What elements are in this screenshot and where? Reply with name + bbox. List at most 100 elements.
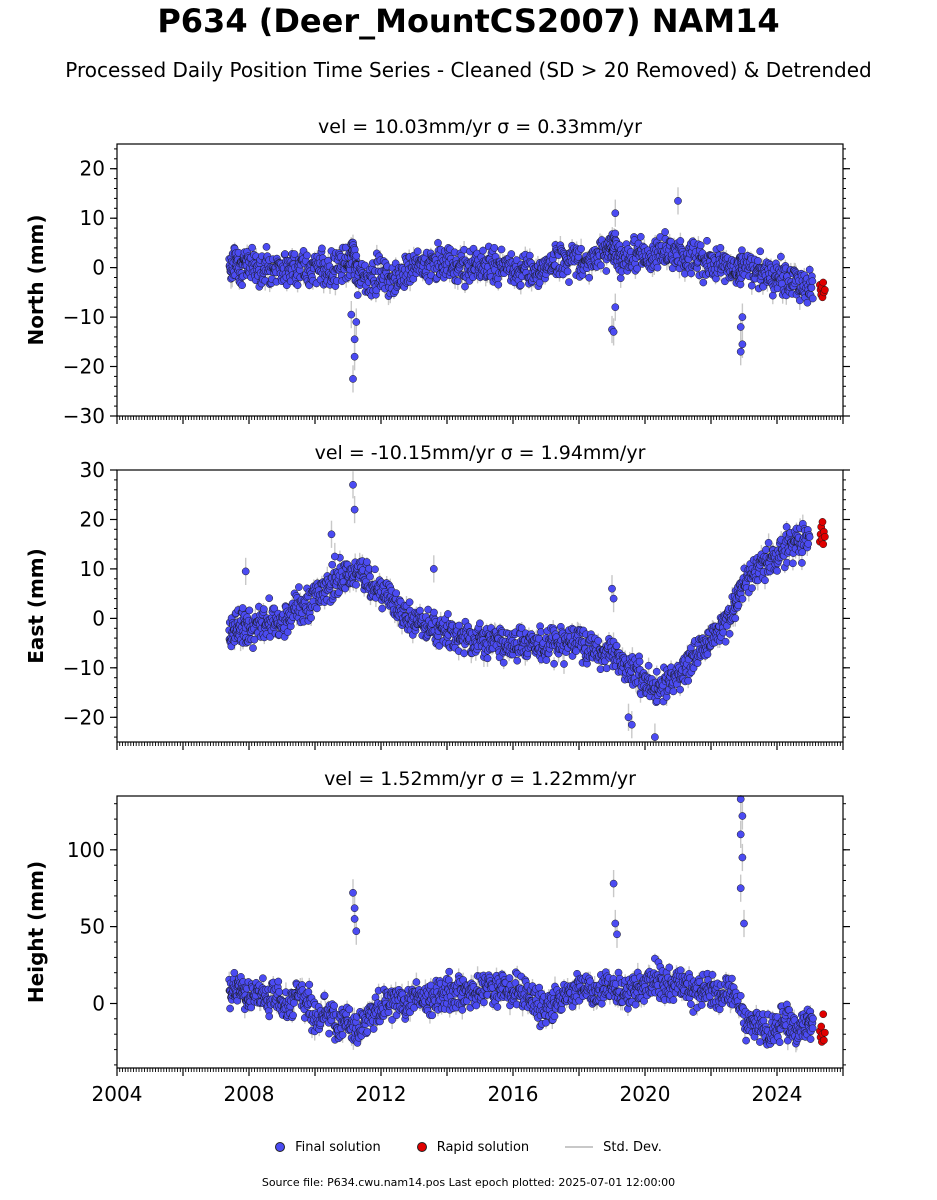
final-point xyxy=(807,283,816,292)
outlier-point xyxy=(350,505,359,514)
final-point xyxy=(281,250,289,258)
final-point xyxy=(652,667,661,676)
outlier-point xyxy=(349,480,357,489)
final-point xyxy=(378,604,387,613)
final-point xyxy=(798,559,806,567)
final-point xyxy=(808,294,817,303)
y-tick-label: −30 xyxy=(63,404,105,428)
outlier-point xyxy=(347,310,356,319)
time-series-plots: vel = 10.03mm/yr σ = 0.33mm/yr North (mm)… xyxy=(24,116,850,1106)
final-point xyxy=(736,280,745,289)
rapid-point xyxy=(818,518,827,526)
final-point xyxy=(725,629,734,638)
final-point xyxy=(748,584,756,592)
final-point xyxy=(611,229,620,238)
rapid-point xyxy=(821,532,829,541)
final-point xyxy=(434,239,442,247)
final-point xyxy=(805,265,814,274)
final-point xyxy=(612,641,621,650)
y-axis-label: East (mm) xyxy=(24,548,48,664)
y-axis: −30 −20 −10 0 10 20 xyxy=(63,148,850,428)
outlier-point xyxy=(350,335,359,344)
outlier-point xyxy=(241,567,250,576)
final-point xyxy=(721,637,730,646)
final-point xyxy=(413,247,422,256)
final-point xyxy=(328,560,337,569)
final-point xyxy=(644,661,653,670)
outlier-point xyxy=(738,313,747,321)
final-point xyxy=(483,654,492,663)
final-point xyxy=(248,243,256,252)
outlier-point xyxy=(736,347,745,356)
rapid-solution-points xyxy=(816,518,829,549)
final-point xyxy=(804,539,813,548)
final-point xyxy=(293,281,302,290)
final-point xyxy=(747,281,756,290)
y-tick-label: 10 xyxy=(80,557,105,581)
final-point xyxy=(453,277,462,286)
final-point xyxy=(777,252,785,261)
outlier-point xyxy=(736,323,745,331)
final-point xyxy=(430,608,438,617)
panel-title: vel = 10.03mm/yr σ = 0.33mm/yr xyxy=(318,116,642,138)
final-point xyxy=(560,660,568,668)
final-point xyxy=(773,567,781,575)
final-point xyxy=(460,649,468,658)
final-point xyxy=(371,565,379,574)
outlier-point xyxy=(738,340,747,349)
final-point xyxy=(366,572,374,581)
final-point xyxy=(719,628,728,637)
final-point xyxy=(550,659,558,668)
final-point xyxy=(594,636,603,645)
final-point xyxy=(363,558,371,566)
panel-3: vel = 1.52mm/yr σ = 1.22mm/yr Height (mm)… xyxy=(24,768,850,1106)
y-tick-label: 20 xyxy=(80,508,105,532)
final-point xyxy=(577,244,585,253)
y-tick-label: 0 xyxy=(92,606,105,630)
final-point xyxy=(245,606,254,615)
final-point xyxy=(542,656,551,664)
final-point xyxy=(762,545,770,554)
final-point xyxy=(392,589,401,598)
final-point xyxy=(687,269,696,278)
final-point xyxy=(703,650,712,659)
final-point xyxy=(738,595,747,603)
outlier-point xyxy=(611,209,620,218)
final-point xyxy=(738,246,746,255)
final-point xyxy=(676,685,684,694)
final-point xyxy=(699,278,708,287)
panel-title: vel = -10.15mm/yr σ = 1.94mm/yr xyxy=(315,442,646,464)
final-point xyxy=(756,247,765,256)
final-point xyxy=(764,538,773,547)
rapid-point xyxy=(821,286,829,294)
final-point xyxy=(249,644,257,652)
rapid-point xyxy=(819,540,828,549)
final-point xyxy=(444,610,452,618)
y-tick-label: 10 xyxy=(80,206,105,230)
final-point xyxy=(703,236,711,245)
final-point xyxy=(262,243,271,251)
chart-title: P634 (Deer_MountCS2007) NAM14 xyxy=(157,2,780,40)
final-point xyxy=(597,261,605,270)
data-layer xyxy=(225,795,829,1053)
final-point xyxy=(565,278,573,286)
final-point xyxy=(295,583,303,591)
final-point xyxy=(461,282,469,291)
outlier-point xyxy=(609,594,618,603)
final-solution-points xyxy=(225,197,817,383)
y-tick-label: −20 xyxy=(63,355,105,379)
final-point xyxy=(416,606,424,615)
final-point xyxy=(676,237,685,245)
final-point xyxy=(731,614,740,623)
y-tick-label: −10 xyxy=(63,305,105,329)
outlier-point xyxy=(609,328,618,336)
final-point xyxy=(265,594,274,603)
final-point xyxy=(352,580,360,589)
final-point xyxy=(259,605,268,613)
final-point xyxy=(696,241,705,250)
final-point xyxy=(513,656,522,665)
final-point xyxy=(497,245,506,254)
final-point xyxy=(563,267,572,276)
final-point xyxy=(303,251,311,260)
rapid-solution-points xyxy=(816,278,829,302)
